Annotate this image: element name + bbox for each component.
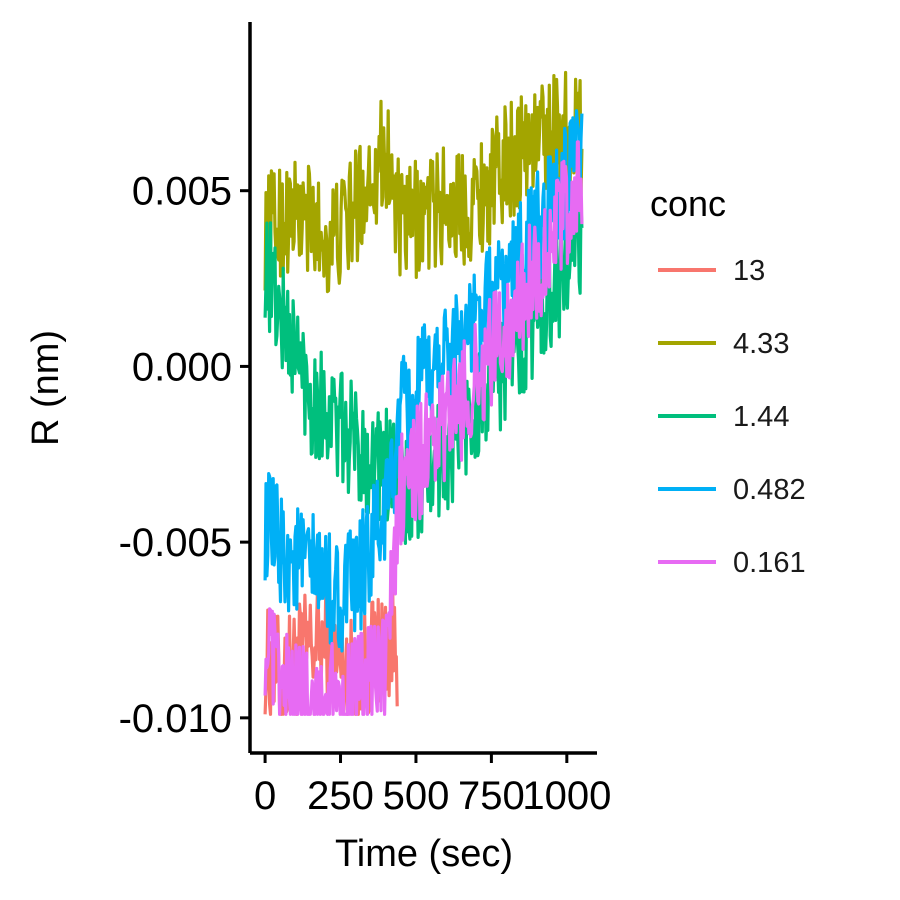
y-tick-label: 0.000 [132, 345, 232, 389]
legend-items: 13 4.33 1.44 0.482 0.161 [658, 255, 806, 579]
series-line-0.161 [263, 140, 584, 716]
series-line-0.482 [263, 109, 584, 653]
y-axis-title: R (nm) [25, 330, 67, 446]
x-tick-label: 750 [458, 774, 525, 818]
series-line-4.33 [263, 70, 584, 294]
legend-label-0.482: 0.482 [733, 474, 806, 506]
x-tick-label: 500 [383, 774, 450, 818]
y-tick-label: -0.010 [119, 697, 232, 741]
legend-label-0.161: 0.161 [733, 547, 806, 579]
legend-label-4.33: 4.33 [733, 328, 789, 360]
x-tick-label: 0 [254, 774, 276, 818]
y-tick-label: -0.005 [119, 521, 232, 565]
legend-label-13: 13 [733, 255, 765, 287]
x-tick-label: 250 [307, 774, 374, 818]
plot-series-group [263, 70, 584, 716]
legend-label-1.44: 1.44 [733, 401, 789, 433]
x-tick-label: 1000 [522, 774, 611, 818]
legend: conc 13 4.33 1.44 0.482 0.161 [650, 183, 806, 579]
y-tick-label: 0.005 [132, 170, 232, 214]
legend-title: conc [650, 183, 726, 224]
x-axis-title: Time (sec) [335, 833, 513, 875]
